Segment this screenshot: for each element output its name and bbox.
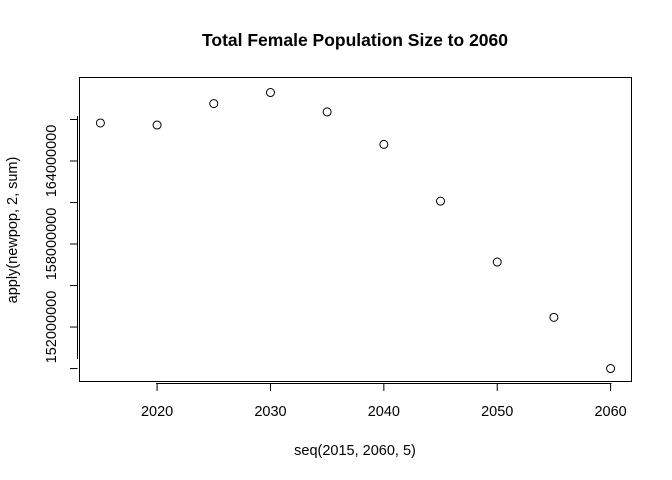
x-tick-label: 2050	[481, 404, 513, 420]
data-point	[379, 139, 389, 149]
x-tick-label: 2040	[368, 404, 400, 420]
x-tick-label: 2020	[141, 404, 173, 420]
data-point	[492, 257, 502, 267]
y-tick-label: 158000000	[44, 208, 60, 281]
y-tick-label: 152000000	[44, 291, 60, 364]
data-point	[322, 107, 332, 117]
y-tick-group: 152000000 158000000 164000000	[44, 119, 78, 370]
data-point	[152, 120, 162, 130]
data-point	[209, 99, 219, 109]
x-axis-label: seq(2015, 2060, 5)	[294, 443, 416, 459]
y-axis-label: apply(newpop, 2, sum)	[5, 157, 21, 304]
data-points	[95, 88, 616, 374]
data-point	[436, 196, 446, 206]
plot-frame	[79, 77, 632, 382]
x-tick-group: 2020 2030 2040 2050 2060	[141, 383, 627, 420]
x-tick-label: 2030	[254, 404, 286, 420]
data-point	[549, 312, 559, 322]
y-tick-label: 164000000	[44, 125, 60, 198]
data-point	[95, 118, 105, 128]
chart-title: Total Female Population Size to 2060	[202, 30, 508, 50]
data-point	[265, 88, 275, 98]
x-tick-label: 2060	[594, 404, 626, 420]
data-point	[606, 364, 616, 374]
